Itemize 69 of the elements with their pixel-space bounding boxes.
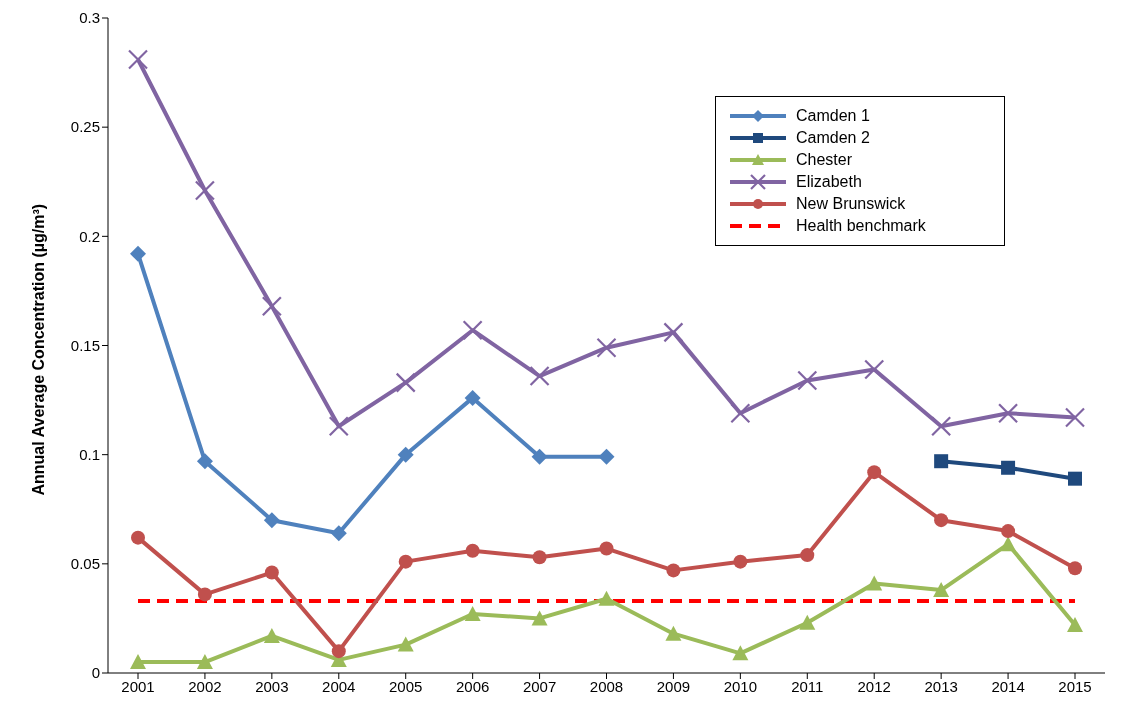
x-tick-label: 2014 [991, 677, 1025, 695]
point [867, 465, 882, 480]
point [465, 543, 480, 558]
point [263, 512, 280, 529]
legend-label: Camden 1 [796, 107, 870, 125]
point [1001, 460, 1016, 475]
x-tick-label: 2005 [389, 677, 423, 695]
y-tick-label: 0 [91, 664, 100, 682]
point [264, 565, 279, 580]
point [197, 587, 212, 602]
point [933, 582, 950, 598]
x-tick-label: 2015 [1058, 677, 1092, 695]
point [330, 525, 347, 542]
x-tick-label: 2010 [723, 677, 758, 695]
point [130, 245, 146, 262]
point [934, 513, 949, 528]
point [599, 541, 614, 556]
x-tick-label: 2007 [522, 677, 557, 695]
legend-label: New Brunswick [796, 195, 906, 213]
point [598, 590, 615, 606]
point [532, 550, 547, 565]
x-tick-label: 2001 [121, 677, 155, 695]
x-tick-label: 2011 [791, 677, 824, 695]
x-tick-label: 2013 [924, 677, 958, 695]
y-tick-label: 0.05 [70, 555, 100, 573]
y-tick-label: 0.3 [79, 9, 100, 27]
legend-label: Elizabeth [796, 173, 862, 191]
x-tick-label: 2008 [589, 677, 624, 695]
point [1001, 524, 1016, 539]
x-tick-label: 2004 [322, 677, 356, 695]
legend-label: Camden 2 [796, 129, 870, 147]
x-tick-label: 2009 [656, 677, 691, 695]
y-tick-label: 0.1 [79, 445, 100, 463]
point [665, 625, 682, 641]
point [131, 530, 145, 545]
point [398, 554, 413, 569]
point [1068, 561, 1082, 576]
x-tick-label: 2003 [255, 677, 289, 695]
y-axis-title: Annual Average Concentration (µg/m³) [29, 203, 47, 496]
point [733, 554, 748, 569]
point [666, 563, 681, 578]
point [866, 575, 883, 591]
point [531, 448, 548, 465]
point [397, 636, 414, 652]
point [130, 654, 146, 670]
point [598, 448, 615, 465]
point [799, 614, 816, 630]
point [934, 454, 949, 469]
point [1000, 536, 1017, 552]
point [397, 446, 414, 463]
point [263, 627, 280, 643]
x-tick-label: 2006 [455, 677, 490, 695]
y-tick-label: 0.15 [70, 336, 100, 354]
point [464, 606, 481, 622]
point [196, 453, 213, 470]
point [464, 389, 481, 406]
x-tick-label: 2002 [188, 677, 222, 695]
point [531, 610, 548, 626]
legend-label: Health benchmark [796, 217, 926, 235]
point [196, 654, 213, 670]
legend-label: Chester [796, 151, 853, 169]
point [1067, 616, 1083, 632]
y-tick-label: 0.25 [70, 118, 100, 136]
point [800, 548, 815, 563]
y-tick-label: 0.2 [79, 227, 100, 245]
x-tick-label: 2012 [857, 677, 891, 695]
point [331, 644, 346, 659]
point [1068, 471, 1082, 486]
point [732, 645, 749, 661]
